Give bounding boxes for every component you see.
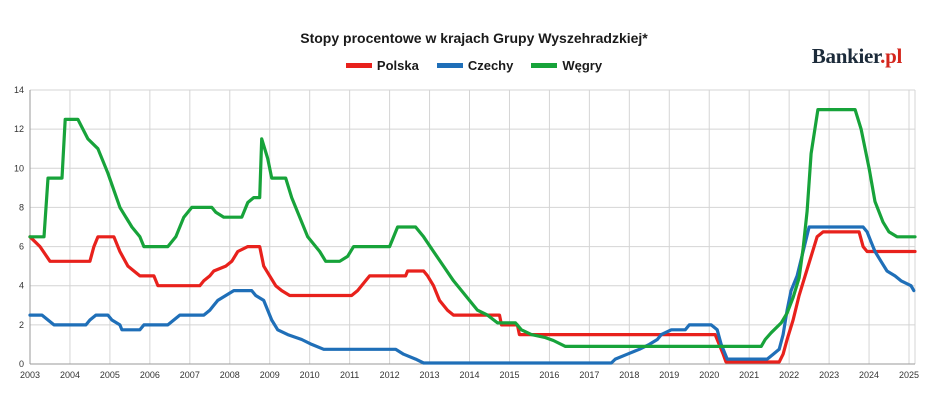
x-tick-label: 2016 — [539, 370, 559, 380]
x-tick-label: 2013 — [420, 370, 440, 380]
x-tick-label: 2025 — [899, 370, 919, 380]
legend-item-wegry: Węgry — [531, 58, 602, 73]
series-line-polska — [28, 230, 917, 364]
legend: Polska Czechy Węgry — [0, 58, 948, 73]
legend-swatch-wegry — [531, 63, 558, 68]
x-tick-label: 2003 — [20, 370, 40, 380]
legend-label-polska: Polska — [376, 58, 419, 73]
x-tick-label: 2018 — [619, 370, 639, 380]
x-tick-label: 2007 — [180, 370, 200, 380]
x-tick-label: 2006 — [140, 370, 160, 380]
x-tick-label: 2021 — [739, 370, 759, 380]
x-tick-label: 2024 — [859, 370, 879, 380]
x-tick-label: 2012 — [380, 370, 400, 380]
legend-swatch-polska — [345, 63, 372, 68]
legend-item-polska: Polska — [345, 58, 419, 73]
x-tick-label: 2014 — [459, 370, 479, 380]
legend-item-czechy: Czechy — [436, 58, 514, 73]
y-tick-label: 4 — [19, 281, 24, 291]
legend-swatch-czechy — [436, 63, 463, 68]
x-tick-label: 2019 — [659, 370, 679, 380]
x-tick-label: 2015 — [499, 370, 519, 380]
y-tick-label: 8 — [19, 202, 24, 212]
x-tick-label: 2011 — [340, 370, 359, 380]
legend-label-czechy: Czechy — [467, 58, 514, 73]
x-tick-label: 2017 — [579, 370, 599, 380]
x-tick-label: 2009 — [260, 370, 280, 380]
y-tick-label: 0 — [19, 359, 24, 369]
y-tick-label: 14 — [14, 85, 24, 95]
x-tick-label: 2008 — [220, 370, 240, 380]
brand-name: Bankier — [811, 44, 881, 68]
brand-logo: Bankier.pl — [811, 44, 903, 69]
y-tick-labels: 0 2 4 6 8 10 12 14 — [14, 85, 24, 369]
y-tick-label: 12 — [14, 124, 24, 134]
x-tick-label: 2010 — [300, 370, 320, 380]
series-layer — [28, 108, 917, 365]
chart-title: Stopy procentowe w krajach Grupy Wyszehr… — [300, 30, 648, 46]
x-tick-label: 2005 — [100, 370, 120, 380]
x-tick-label: 2022 — [779, 370, 799, 380]
brand-suffix: .pl — [880, 44, 902, 68]
legend-label-wegry: Węgry — [562, 58, 603, 73]
y-tick-label: 6 — [19, 242, 24, 252]
x-tick-label: 2004 — [60, 370, 80, 380]
series-line-wegry — [28, 108, 917, 348]
x-tick-labels: 2003 2004 2005 2006 2007 2008 2009 2010 2011 2012… — [20, 370, 919, 380]
y-tick-label: 2 — [19, 320, 24, 330]
y-tick-label: 10 — [14, 163, 24, 173]
x-tick-label: 2020 — [699, 370, 719, 380]
x-tick-label: 2023 — [819, 370, 839, 380]
